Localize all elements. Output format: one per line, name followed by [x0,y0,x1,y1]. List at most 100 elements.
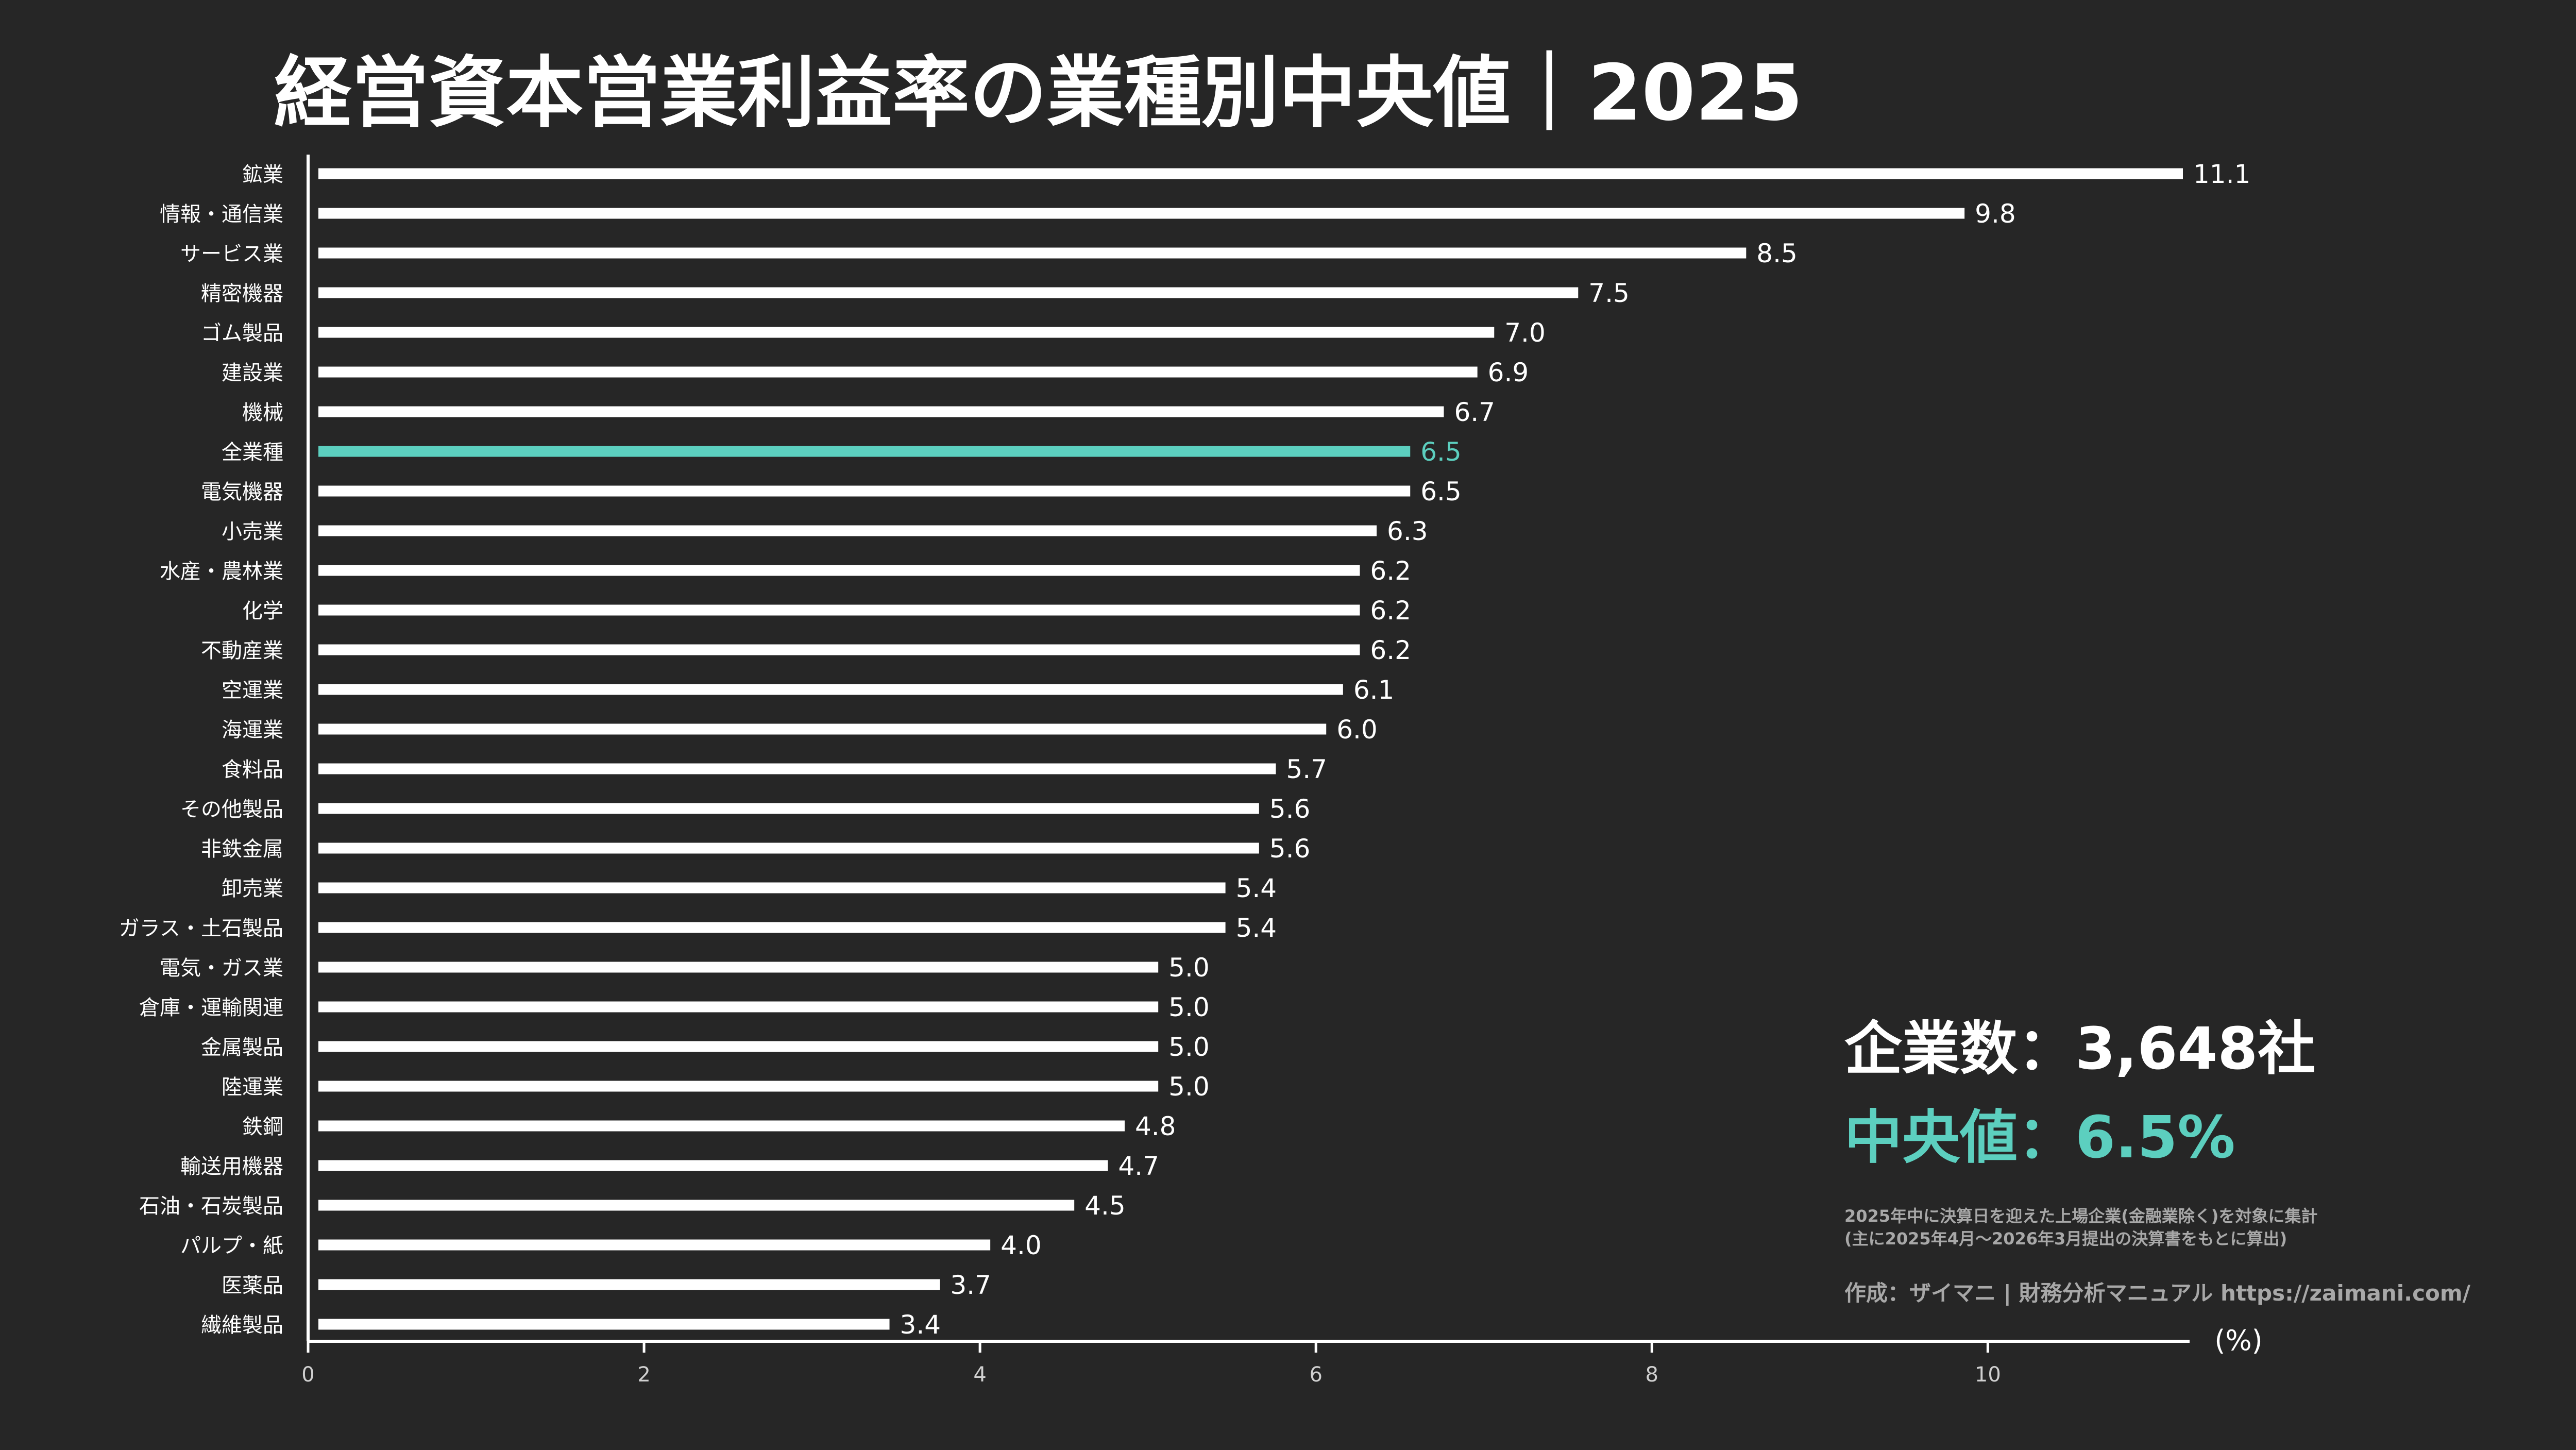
category-label: 食料品 [222,758,283,782]
category-label: 全業種 [222,441,283,464]
value-label: 6.5 [1420,437,1462,467]
category-label: 小売業 [222,520,283,544]
category-label: 建設業 [222,361,283,385]
value-label: 5.4 [1236,913,1277,943]
bar [318,803,1259,814]
value-label: 5.0 [1168,1032,1210,1062]
bar [318,485,1411,497]
bar [318,922,1226,933]
category-label: その他製品 [180,798,283,821]
x-axis-unit: (%) [2214,1324,2262,1357]
category-label: 電気機器 [201,480,283,504]
bar [318,168,2183,179]
note-line-2: (主に2025年4月～2026年3月提出の決算書をもとに算出) [1844,1229,2287,1249]
value-label: 6.3 [1387,516,1428,546]
bar [318,842,1259,854]
value-label: 5.4 [1236,873,1277,903]
value-label: 4.5 [1084,1191,1126,1221]
category-label: ゴム製品 [201,322,283,345]
category-label: 繊維製品 [201,1313,283,1337]
value-label: 5.0 [1168,1072,1210,1102]
category-label: 化学 [242,599,283,623]
bar [318,1200,1075,1211]
category-label: 精密機器 [201,282,283,306]
bar [318,1120,1125,1132]
category-label: 金属製品 [201,1036,283,1059]
value-label: 4.8 [1135,1111,1176,1141]
x-tick-label: 10 [1975,1363,2001,1387]
category-label: 電気・ガス業 [160,956,283,980]
bar [318,446,1411,457]
bar [318,565,1360,576]
value-label: 8.5 [1756,239,1798,268]
bar [318,882,1226,893]
bar [318,763,1276,774]
bar [318,962,1159,973]
category-label: パルプ・紙 [180,1234,283,1258]
value-label: 4.0 [1001,1230,1042,1260]
value-label: 7.0 [1504,318,1546,348]
category-label: 鉱業 [242,163,283,187]
category-label: 倉庫・運輸関連 [139,996,283,1020]
x-tick-label: 0 [301,1363,314,1387]
value-label: 5.7 [1286,754,1327,784]
bar [318,1279,940,1290]
value-label: 6.2 [1370,596,1411,626]
bar [318,1001,1159,1013]
value-label: 5.0 [1168,992,1210,1022]
category-label: ガラス・土石製品 [119,917,283,940]
value-label: 3.7 [950,1270,991,1300]
value-label: 3.4 [900,1310,941,1340]
value-label: 6.2 [1370,556,1411,586]
category-label: 水産・農林業 [160,560,283,583]
value-label: 7.5 [1588,278,1630,308]
credit-text: 作成：ザイマニ | 財務分析マニュアル https://zaimani.com/ [1844,1280,2470,1306]
category-label: 空運業 [222,679,283,702]
bar [318,684,1343,695]
value-label: 5.6 [1269,834,1311,864]
category-label: 石油・石炭製品 [139,1194,283,1218]
value-label: 5.0 [1168,953,1210,983]
category-label: 陸運業 [222,1075,283,1099]
value-label: 6.9 [1488,358,1529,387]
bar [318,247,1747,259]
x-tick-label: 6 [1309,1363,1322,1387]
value-label: 6.7 [1454,397,1495,427]
value-label: 4.7 [1118,1151,1159,1181]
value-label: 9.8 [1975,199,2016,229]
category-label: 鉄鋼 [242,1115,283,1139]
bar [318,208,1965,219]
x-tick-label: 2 [637,1363,650,1387]
bar [318,1239,991,1251]
category-label: 不動産業 [201,639,283,663]
bar [318,723,1327,735]
bar [318,525,1377,536]
value-label: 6.5 [1420,477,1462,507]
value-label: 11.1 [2193,159,2250,189]
category-label: 機械 [242,401,283,425]
category-label: サービス業 [180,242,283,266]
x-tick-label: 4 [973,1363,986,1387]
bar [318,1319,890,1330]
value-label: 6.1 [1353,675,1395,705]
category-label: 海運業 [222,718,283,742]
category-label: 医薬品 [222,1274,283,1297]
category-label: 情報・通信業 [160,203,283,226]
bar [318,366,1478,378]
chart-title: 経営資本営業利益率の業種別中央値｜2025 [274,48,1803,138]
summary-panel: 企業数：3,648社 中央値：6.5% 2025年中に決算日を迎えた上場企業(金… [1844,1005,2566,1307]
note-line-1: 2025年中に決算日を迎えた上場企業(金融業除く)を対象に集計 [1844,1206,2318,1226]
bar [318,1160,1108,1171]
category-label: 卸売業 [222,877,283,901]
bar [318,287,1579,298]
value-label: 6.0 [1336,715,1378,745]
category-label: 輸送用機器 [180,1155,283,1178]
plot-area: 0 2 4 6 8 10 (%) 鉱業 11.1 情報・通信業 9.8 サービス業 8.5 精密機器 7.5… [119,155,2263,1387]
median-value: 中央値：6.5% [1844,1104,2235,1171]
company-count: 企業数：3,648社 [1844,1016,2316,1083]
bar [318,1081,1159,1092]
x-tick-label: 8 [1646,1363,1658,1387]
value-label: 5.6 [1269,794,1311,824]
bar [318,1041,1159,1052]
